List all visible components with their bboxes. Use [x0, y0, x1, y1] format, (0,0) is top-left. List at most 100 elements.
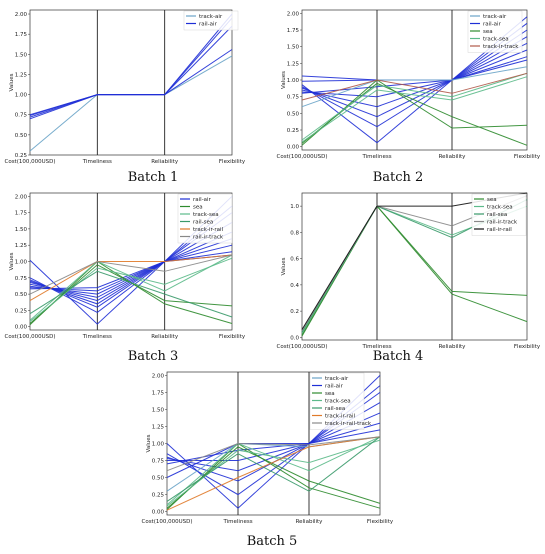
y-tick-label: 0.4	[290, 283, 299, 289]
chart-caption: Batch 4	[373, 349, 424, 364]
legend-entry: track-air	[325, 376, 349, 382]
y-tick-label: 0.50	[287, 111, 300, 117]
y-tick-label: 1.50	[287, 45, 300, 51]
legend-entry: track-ir-rail	[325, 414, 356, 420]
plot-frame	[301, 192, 528, 341]
y-tick-label: 2.00	[287, 11, 300, 17]
y-axis-label: Values	[146, 434, 152, 452]
series-line-rail-air	[166, 429, 381, 478]
axis-label-4: Flexibility	[514, 344, 541, 350]
legend-entry: track-sea	[483, 37, 509, 43]
y-tick-label: 1.25	[152, 424, 165, 430]
chart-batch-5: 0.00 0.25 0.50 0.75 1.00 1.25 1.50 1.75 2.00 Valu…	[141, 371, 394, 549]
series-line-rail-sea	[166, 436, 381, 502]
axis-label-2: Timeliness	[82, 334, 112, 340]
legend-entry: track-sea	[193, 212, 219, 218]
legend-entry: rail-air	[193, 197, 212, 203]
axis-label-1: Cost(100,000USD)	[276, 154, 327, 160]
y-axis-label: Values	[281, 71, 287, 89]
series-line-rail-ir-track	[29, 254, 233, 295]
y-axis-label: Values	[9, 73, 15, 91]
axis-label-3: Reliability	[296, 519, 324, 525]
y-tick-label: 1.50	[15, 52, 28, 58]
y-tick-label: 1.0	[290, 204, 299, 210]
axis-label-2: Timeliness	[361, 344, 391, 350]
y-tick-label: 0.75	[15, 113, 28, 119]
axis-label-1: Cost(100,000USD)	[4, 334, 55, 340]
axis-label-3: Reliability	[151, 159, 179, 165]
chart-caption: Batch 5	[247, 534, 298, 549]
y-tick-label: 1.00	[15, 93, 28, 99]
axis-label-1: Cost(100,000USD)	[141, 519, 192, 525]
y-tick-label: 1.00	[287, 78, 300, 84]
legend-box	[177, 193, 233, 244]
chart-caption: Batch 3	[128, 349, 179, 364]
series-line-sea	[301, 79, 528, 146]
series-line-rail-air	[301, 56, 528, 98]
y-tick-label: 1.00	[152, 442, 165, 448]
axis-label-2: Timeliness	[222, 519, 252, 525]
y-tick-label: 2.00	[152, 373, 165, 379]
axis-label-1: Cost(100,000USD)	[4, 159, 55, 165]
y-tick-label: 0.00	[287, 145, 300, 151]
series-line-track-sea	[166, 439, 381, 507]
chart-caption: Batch 1	[128, 170, 179, 185]
y-tick-label: 0.00	[152, 510, 165, 516]
series-line-track-sea	[301, 72, 528, 141]
y-tick-label: 2.00	[15, 12, 28, 18]
legend-entry: rail-air	[199, 22, 218, 28]
y-tick-label: 1.75	[15, 32, 28, 38]
y-tick-label: 0.0	[290, 335, 299, 341]
axis-label-4: Flexibility	[219, 159, 246, 165]
axis-label-3: Reliability	[439, 344, 467, 350]
series-line-sea	[301, 82, 528, 146]
legend-entry: rail-sea	[325, 406, 345, 412]
y-axis-label: Values	[9, 252, 15, 270]
plot-frame	[29, 9, 233, 156]
y-tick-label: 1.75	[152, 390, 165, 396]
legend-entry: sea	[483, 29, 493, 35]
legend-entry: rail-sea	[487, 212, 507, 218]
axis-label-2: Timeliness	[361, 154, 391, 160]
y-tick-label: 0.50	[15, 292, 28, 298]
y-tick-label: 0.50	[15, 133, 28, 139]
legend-entry: rail-ir-track	[487, 220, 518, 226]
legend-box	[467, 10, 523, 53]
y-tick-label: 0.75	[287, 95, 300, 101]
y-tick-label: 1.75	[15, 211, 28, 217]
legend-entry: track-sea	[325, 399, 351, 405]
axis-label-3: Reliability	[151, 334, 179, 340]
legend-entry: sea	[193, 205, 203, 211]
y-tick-label: 0.8	[290, 230, 299, 236]
series-line-track-ir-track	[301, 72, 528, 101]
series-line-rail-air	[301, 36, 528, 128]
legend-entry: sea	[325, 391, 335, 397]
legend-entry: track-ir-track	[483, 44, 519, 50]
series-line-rail-air	[301, 49, 528, 108]
legend-entry: rail-ir-rail	[487, 227, 512, 233]
series-line-track-sea	[166, 436, 381, 506]
legend-entry: track-air	[199, 14, 223, 20]
y-tick-label: 1.75	[287, 28, 300, 34]
axis-label-3: Reliability	[439, 154, 467, 160]
y-tick-label: 1.25	[15, 72, 28, 78]
y-tick-label: 1.00	[15, 260, 28, 266]
legend-entry: track-sea	[487, 205, 513, 211]
chart-batch-3: 0.00 0.25 0.50 0.75 1.00 1.25 1.50 1.75 2.00 Valu…	[4, 192, 246, 364]
chart-batch-1: 0.25 0.50 0.75 1.00 1.25 1.50 1.75 2.00 Values Co…	[4, 9, 246, 185]
y-tick-label: 0.75	[152, 459, 165, 465]
series-line-track-ir-rail	[29, 254, 233, 302]
y-tick-label: 0.6	[290, 257, 299, 263]
legend-entry: rail-air	[325, 384, 344, 390]
axis-label-4: Flexibility	[219, 334, 246, 340]
y-tick-label: 0.25	[287, 128, 300, 134]
chart-batch-2: 0.00 0.25 0.50 0.75 1.00 1.25 1.50 1.75 2.00 Valu…	[276, 9, 541, 185]
series-line-rail-air	[29, 17, 233, 116]
series-line-rail-air	[29, 25, 233, 118]
series-line-rail-air	[301, 42, 528, 118]
y-tick-label: 0.25	[15, 308, 28, 314]
y-tick-label: 1.50	[152, 407, 165, 413]
y-tick-label: 2.00	[15, 194, 28, 200]
y-tick-label: 1.50	[15, 227, 28, 233]
legend-entry: track-ir-rail	[193, 227, 224, 233]
